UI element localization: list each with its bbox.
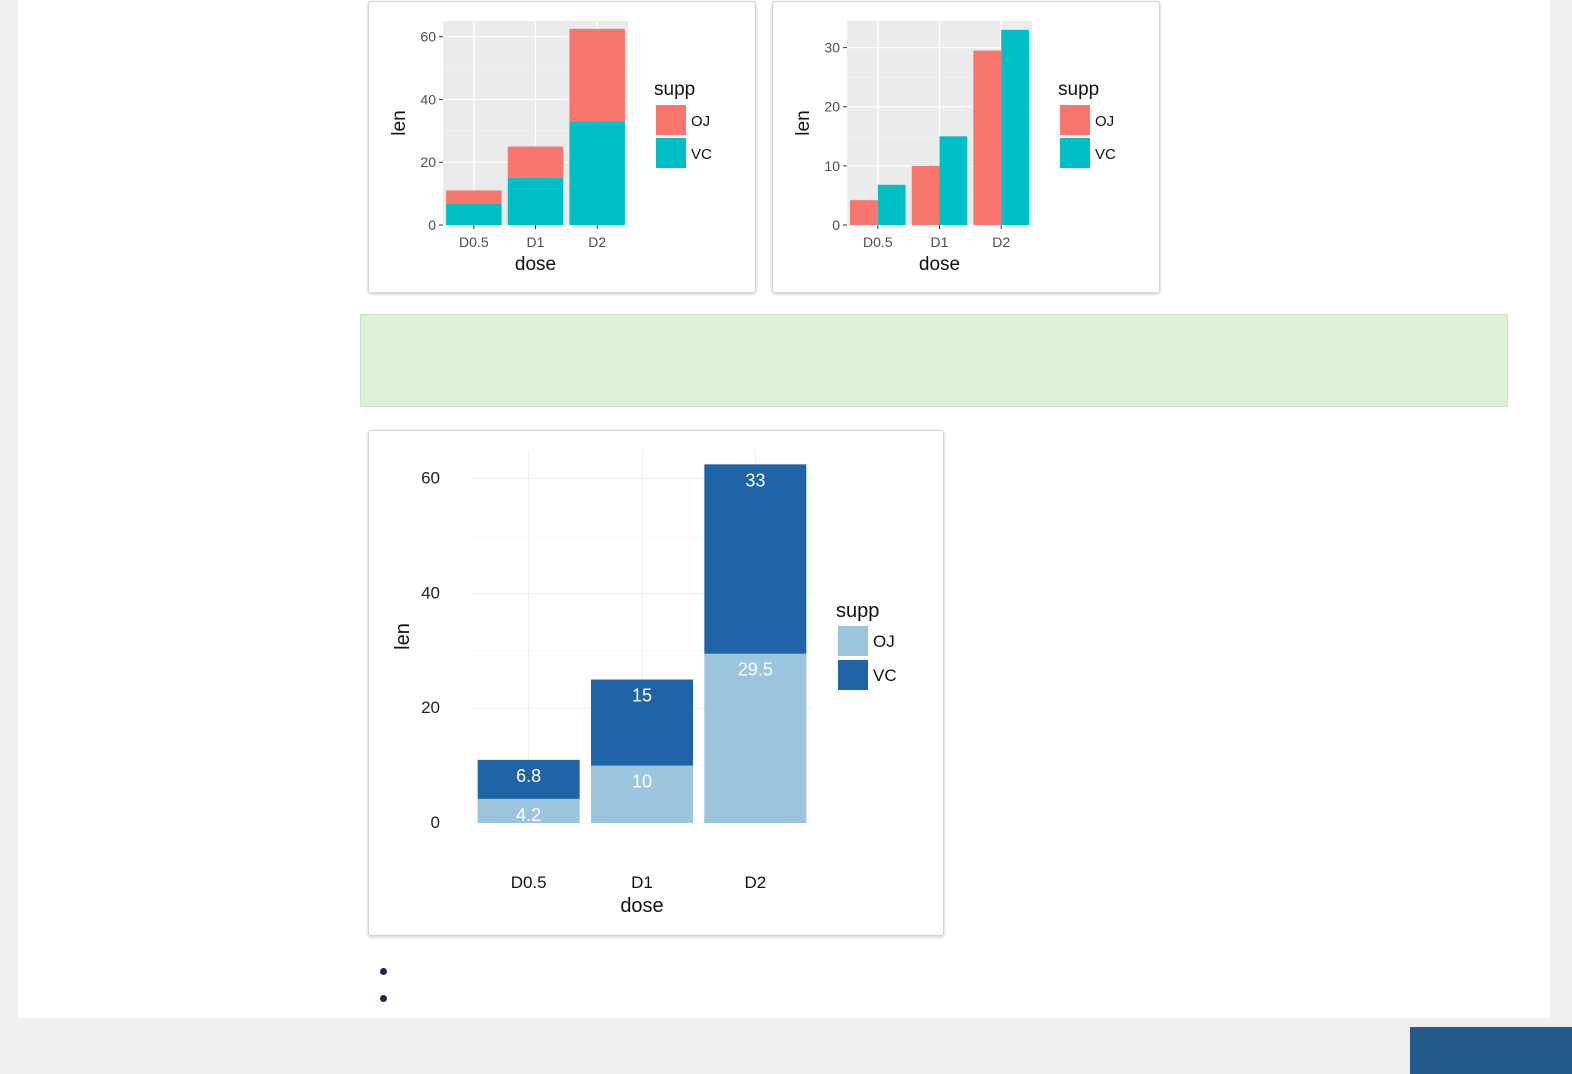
bar-vc-d2 — [1001, 29, 1029, 225]
note-box — [360, 314, 1508, 407]
bar-oj-d1 — [911, 165, 940, 225]
x-tick-label: D0.5 — [511, 873, 547, 892]
y-tick-label: 20 — [421, 698, 440, 717]
bar-vc-d05 — [877, 184, 906, 225]
bar-oj-d05 — [446, 190, 502, 204]
bar-oj-d05 — [477, 798, 580, 823]
stacked-bar-chart-figure: 0 20 40 60 D0.5 D1 D2 dose len supp OJ VC — [368, 1, 756, 293]
y-tick-label: 0 — [431, 813, 440, 832]
labeled-stacked-bar-chart: 0 20 40 60 D0.5 D1 D2 4.2 6.8 10 15 29.5 33 dose len su… — [392, 450, 897, 917]
bar-oj-d1 — [507, 146, 564, 178]
legend-label: VC — [1095, 146, 1116, 163]
bar-oj-d1 — [591, 765, 693, 823]
legend-label: VC — [873, 666, 897, 685]
bullet-icon — [380, 995, 387, 1002]
legend-title: supp — [654, 79, 695, 100]
x-axis-title: dose — [620, 895, 663, 917]
footer-block[interactable] — [1410, 1027, 1572, 1074]
footer-bar — [0, 1027, 1572, 1074]
bar-vc-d05 — [477, 759, 580, 799]
x-tick-label: D0.5 — [459, 234, 489, 250]
data-label: 10 — [632, 772, 652, 792]
dodged-bar-chart-figure: 0 10 20 30 D0.5 D1 D2 dose len supp OJ VC — [772, 1, 1160, 293]
data-label: 6.8 — [516, 766, 541, 786]
bar-oj-d2 — [569, 28, 625, 122]
legend-label: OJ — [873, 632, 895, 651]
legend-label: OJ — [1095, 113, 1114, 130]
bullet-icon — [380, 968, 387, 975]
legend-label: OJ — [691, 113, 710, 130]
y-tick-label: 10 — [824, 158, 840, 174]
legend-key-vc — [1060, 138, 1090, 168]
x-tick-label: D1 — [631, 873, 653, 892]
bar-oj-d05 — [850, 200, 878, 225]
x-axis-title: dose — [515, 254, 556, 275]
stacked-bar-chart: 0 20 40 60 D0.5 D1 D2 dose len supp OJ VC — [389, 21, 712, 275]
legend-key-oj — [1060, 105, 1090, 135]
x-tick-label: D0.5 — [863, 234, 893, 250]
y-tick-label: 0 — [428, 217, 436, 233]
legend-key-oj — [656, 105, 686, 135]
x-axis-title: dose — [919, 254, 960, 275]
legend-title: supp — [836, 600, 879, 622]
x-tick-label: D1 — [527, 234, 545, 250]
legend-label: VC — [691, 146, 712, 163]
y-tick-label: 60 — [421, 469, 440, 488]
y-tick-label: 20 — [420, 154, 436, 170]
bar-vc-d05 — [446, 203, 502, 225]
labeled-stacked-bar-chart-figure: 0 20 40 60 D0.5 D1 D2 4.2 6.8 10 15 29.5 33 dose len su… — [368, 430, 944, 936]
y-tick-label: 40 — [421, 583, 440, 602]
data-label: 4.2 — [516, 805, 541, 825]
legend-key-vc — [838, 660, 868, 690]
data-label: 33 — [745, 470, 765, 490]
data-label: 15 — [632, 686, 652, 706]
legend-key-oj — [838, 626, 868, 656]
bar-vc-d2 — [704, 464, 807, 654]
x-tick-label: D1 — [931, 234, 949, 250]
y-tick-label: 40 — [420, 91, 436, 107]
y-axis-title: len — [793, 110, 814, 135]
y-axis-title: len — [392, 623, 414, 650]
y-axis-title: len — [389, 110, 410, 135]
y-tick-label: 60 — [420, 29, 436, 45]
y-tick-label: 0 — [832, 217, 840, 233]
y-tick-label: 20 — [824, 99, 840, 115]
y-tick-label: 30 — [824, 40, 840, 56]
bar-vc-d1 — [507, 177, 564, 225]
legend-key-vc — [656, 138, 686, 168]
bar-vc-d1 — [591, 679, 693, 766]
legend-title: supp — [1058, 79, 1099, 100]
dodged-bar-chart: 0 10 20 30 D0.5 D1 D2 dose len supp OJ VC — [793, 21, 1116, 275]
data-label: 29.5 — [738, 660, 773, 680]
bar-vc-d1 — [939, 136, 968, 225]
bar-vc-d2 — [569, 121, 625, 225]
bar-oj-d2 — [973, 50, 1002, 225]
x-tick-label: D2 — [588, 234, 606, 250]
x-tick-label: D2 — [992, 234, 1010, 250]
bar-oj-d2 — [704, 653, 807, 823]
x-tick-label: D2 — [744, 873, 766, 892]
